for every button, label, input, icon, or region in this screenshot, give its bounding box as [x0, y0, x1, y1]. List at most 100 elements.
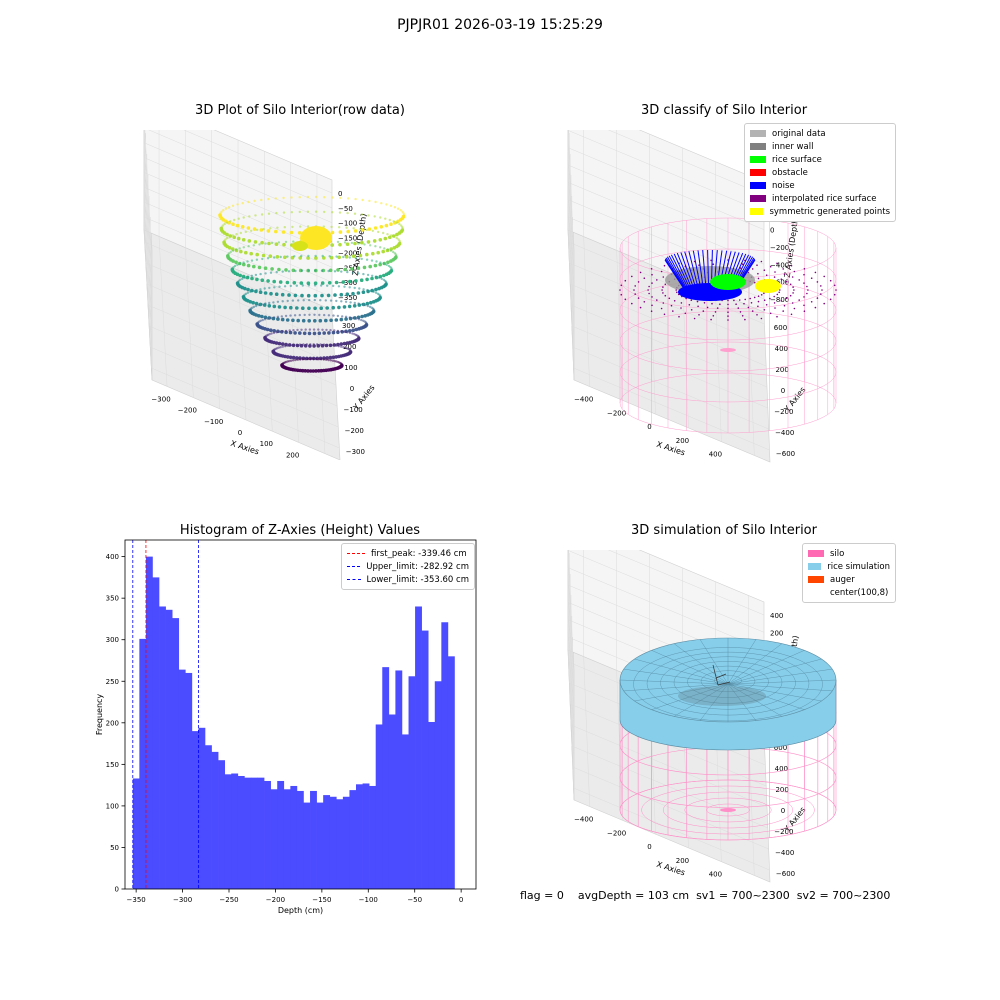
x-tick-label: −50	[407, 896, 422, 904]
x-tick-label: 0	[647, 423, 651, 431]
histogram-bar	[434, 681, 442, 889]
x-tick-label: −400	[574, 816, 593, 824]
depth-histogram: −350 −300 −250 −200 −150 −100 −50 0 0 50 100 150 200…	[95, 539, 477, 915]
legend-entry: Upper_limit: -282.92 cm	[347, 560, 469, 573]
legend-label: Lower_limit: -353.60 cm	[366, 574, 469, 585]
legend-label: first_peak: -339.46 cm	[371, 548, 467, 559]
y-tick-label: −200	[345, 427, 364, 435]
x-tick-label: 400	[709, 871, 722, 879]
y-tick-label: 600	[774, 744, 787, 752]
y-tick-label: −400	[775, 849, 794, 857]
x-tick-label: 100	[260, 440, 273, 448]
histogram-bar	[316, 802, 324, 889]
surface-depression	[678, 686, 766, 706]
y-tick-label: 200	[106, 719, 119, 727]
histogram-bar	[211, 751, 219, 889]
histogram-bar	[270, 789, 278, 889]
y-tick-label: 400	[106, 553, 119, 561]
status-flag: flag = 0	[520, 889, 564, 902]
x-tick-label: −100	[204, 418, 223, 426]
y-tick-label: −200	[774, 828, 793, 836]
legend-entry: first_peak: -339.46 cm	[347, 547, 469, 560]
histogram-bar	[290, 785, 298, 889]
legend-entry: noise	[750, 179, 890, 192]
histogram-bar	[310, 790, 317, 889]
y-axis-label: Y Axies	[782, 385, 808, 414]
histogram-bar	[191, 731, 199, 889]
legend-label: auger	[830, 574, 855, 585]
histogram-bar	[362, 783, 370, 889]
histogram-bar	[382, 667, 390, 889]
silo-floor-rings	[619, 779, 837, 841]
x-tick-label: 0	[238, 429, 242, 437]
histogram-bar	[277, 780, 285, 889]
histogram-bar	[447, 656, 455, 889]
z-tick-label: −400	[770, 261, 789, 269]
y-tick-label: 0	[115, 886, 119, 894]
status-sv1: sv1 = 700~2300	[696, 889, 790, 902]
histogram-bar	[303, 802, 311, 889]
y-tick-label: −200	[774, 408, 793, 416]
histogram-bar	[323, 795, 331, 889]
histogram-bar	[132, 778, 140, 889]
histogram-bar	[224, 774, 232, 889]
y-tick-label: −600	[776, 870, 795, 878]
y-axis-label: Y Axies	[351, 383, 377, 412]
legend-swatch	[808, 576, 824, 583]
histogram-bar	[369, 785, 377, 889]
x-tick-label: 600	[742, 884, 755, 885]
y-tick-label: 200	[343, 343, 356, 351]
histogram-bar	[441, 622, 449, 889]
x-tick-label: 200	[286, 451, 299, 459]
histogram-bar	[198, 727, 206, 889]
z-tick-label: −100	[338, 220, 357, 228]
auger-mark	[720, 348, 736, 352]
x-tick-label: 0	[647, 843, 651, 851]
y-tick-label: 250	[106, 678, 119, 686]
histogram-bar	[283, 789, 291, 889]
histogram-bar	[329, 796, 337, 889]
panel4-title: 3D simulation of Silo Interior	[631, 523, 817, 538]
legend-entry: silo	[808, 547, 890, 560]
legend-entry: obstacle	[750, 166, 890, 179]
y-tick-label: 600	[774, 324, 787, 332]
panel1-title: 3D Plot of Silo Interior(row data)	[195, 103, 405, 118]
legend-swatch	[808, 563, 822, 570]
y-tick-label: 300	[106, 636, 119, 644]
classify-3d-plot: −400 −200 0 200 400 600 −600 −400 −200 0 200 400 600…	[567, 130, 837, 465]
histogram-bars	[132, 556, 455, 889]
histogram-bar	[205, 745, 212, 889]
x-tick-label: −200	[178, 407, 197, 415]
z-tick-label: −150	[338, 235, 357, 243]
z-tick-label: 0	[338, 190, 342, 198]
y-tick-label: 0	[350, 385, 354, 393]
legend-label: rice simulation	[827, 561, 890, 572]
legend-swatch	[750, 169, 766, 176]
legend-entry: center(100,8)	[808, 586, 890, 599]
x-tick-label: −200	[607, 829, 626, 837]
histogram-bar	[218, 760, 226, 889]
auger-base	[720, 808, 736, 812]
figure-title: PJPJR01 2026-03-19 15:25:29	[397, 17, 603, 33]
legend-entry: symmetric generated points	[750, 205, 890, 218]
legend-label: obstacle	[772, 167, 808, 178]
histogram-bar	[237, 775, 245, 889]
x-tick-label: −200	[607, 409, 626, 417]
legend-swatch	[808, 589, 824, 596]
legend-entry: auger	[808, 573, 890, 586]
legend-label: silo	[830, 548, 845, 559]
grid-lines	[143, 130, 340, 454]
symmetric-points	[755, 279, 781, 293]
legend-entry: Lower_limit: -353.60 cm	[347, 573, 469, 586]
histogram-bar	[159, 606, 166, 889]
rice-surface-points	[710, 274, 746, 290]
plot-frame	[124, 539, 477, 890]
legend-entry: interpolated rice surface	[750, 192, 890, 205]
simulation-3d-plot: −400 −200 0 200 400 600 −600 −400 −200 0 200 400 600…	[567, 550, 837, 885]
status-avg-depth: avgDepth = 103 cm	[577, 889, 690, 902]
y-tick-label: −100	[344, 406, 363, 414]
histogram-bar	[375, 724, 383, 889]
y-tick-label: 50	[110, 844, 119, 852]
z-tick-label: −200	[338, 249, 357, 257]
classify-legend: original data inner wall rice surface obsta…	[744, 123, 896, 222]
